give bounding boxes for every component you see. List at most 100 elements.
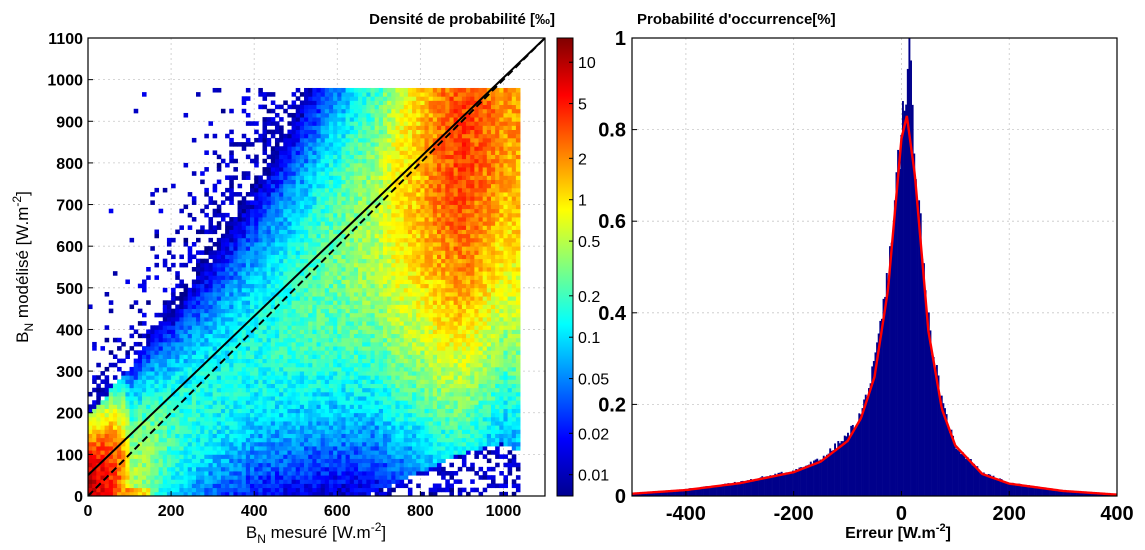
heatmap-cell — [220, 441, 226, 447]
heatmap-cell — [366, 146, 371, 151]
heatmap-cell — [142, 471, 147, 476]
heatmap-cell — [262, 462, 268, 468]
heatmap-cell — [283, 371, 288, 376]
heatmap-cell — [233, 375, 238, 380]
heatmap-cell — [366, 391, 371, 397]
heatmap-cell — [112, 400, 118, 405]
heatmap-cell — [270, 354, 276, 359]
heatmap-cell — [220, 333, 226, 339]
heatmap-cell — [137, 358, 143, 364]
heatmap-cell — [196, 475, 201, 480]
heatmap-cell — [216, 325, 222, 330]
heatmap-cell — [341, 471, 346, 476]
heatmap-cell — [333, 375, 338, 380]
heatmap-cell — [274, 475, 280, 480]
heatmap-cell — [299, 296, 305, 301]
heatmap-cell — [191, 366, 197, 372]
heatmap-cell — [125, 450, 130, 455]
heatmap-cell — [229, 233, 234, 239]
heatmap-cell — [237, 416, 243, 422]
heatmap-cell — [291, 204, 297, 210]
heatmap-cell — [162, 366, 168, 372]
heatmap-cell — [233, 304, 238, 310]
heatmap-cell — [358, 433, 363, 439]
heatmap-cell — [349, 100, 355, 106]
heatmap-cell — [295, 421, 301, 426]
heatmap-cell — [320, 387, 326, 393]
heatmap-cell — [191, 396, 197, 401]
heatmap-cell — [304, 383, 309, 389]
heatmap-cell — [266, 329, 272, 335]
heatmap-cell — [146, 379, 151, 384]
heatmap-cell — [358, 304, 363, 310]
heatmap-cell — [241, 425, 247, 430]
heatmap-cell — [142, 441, 147, 447]
heatmap-cell — [175, 433, 180, 439]
heatmap-cell — [328, 471, 334, 476]
heatmap-cell — [229, 446, 234, 451]
heatmap-cell — [308, 258, 313, 264]
heatmap-cell — [279, 450, 284, 455]
heatmap-cell — [112, 471, 118, 476]
heatmap-cell — [320, 366, 326, 372]
heatmap-cell — [212, 337, 218, 343]
heatmap-cell — [129, 366, 135, 372]
heatmap-cell — [337, 225, 342, 230]
heatmap-cell — [320, 112, 326, 118]
heatmap-cell — [320, 354, 326, 359]
heatmap-cell — [250, 279, 255, 285]
heatmap-cell — [366, 171, 371, 176]
heatmap-cell — [254, 400, 259, 405]
heatmap-cell — [216, 433, 222, 439]
heatmap-cell — [250, 483, 255, 489]
heatmap-cell — [312, 396, 317, 401]
heatmap-cell — [112, 396, 118, 401]
heatmap-cell — [171, 450, 176, 455]
heatmap-cell — [274, 250, 280, 255]
heatmap-cell — [287, 179, 292, 185]
heatmap-cell — [96, 421, 101, 426]
heatmap-cell — [125, 408, 130, 414]
heatmap-cell — [150, 458, 155, 464]
heatmap-cell — [312, 262, 317, 268]
heatmap-cell — [200, 471, 205, 476]
heatmap-cell — [345, 362, 351, 368]
heatmap-cell — [333, 462, 338, 468]
heatmap-cell — [108, 300, 114, 305]
heatmap-cell — [345, 400, 351, 405]
heatmap-cell — [233, 491, 238, 496]
heatmap-cell — [204, 187, 209, 193]
heatmap-cell — [316, 412, 322, 418]
heatmap-cell — [287, 416, 292, 422]
heatmap-cell — [279, 321, 284, 326]
heatmap-cell — [204, 483, 209, 489]
heatmap-cell — [196, 487, 201, 493]
heatmap-cell — [162, 329, 168, 335]
heatmap-cell — [175, 429, 180, 434]
heatmap-cell — [216, 391, 222, 397]
heatmap-cell — [241, 404, 247, 409]
heatmap-cell — [171, 341, 176, 347]
heatmap-cell — [274, 379, 280, 384]
heatmap-cell — [353, 221, 359, 226]
heatmap-cell — [171, 487, 176, 493]
heatmap-cell — [266, 437, 272, 443]
heatmap-cell — [295, 250, 301, 255]
heatmap-cell — [320, 321, 326, 326]
heatmap-cell — [370, 179, 376, 185]
heatmap-cell — [349, 92, 355, 97]
heatmap-cell — [312, 96, 317, 101]
heatmap-cell — [237, 487, 243, 493]
heatmap-cell — [262, 137, 268, 143]
heatmap-cell — [125, 371, 130, 376]
heatmap-cell — [254, 267, 259, 272]
heatmap-cell — [308, 316, 313, 322]
heatmap-cell — [162, 487, 168, 493]
heatmap-cell — [121, 408, 126, 414]
heatmap-cell — [295, 429, 301, 434]
heatmap-cell — [142, 366, 147, 372]
heatmap-cell — [353, 475, 359, 480]
heatmap-cell — [333, 379, 338, 384]
heatmap-cell — [191, 483, 197, 489]
heatmap-cell — [92, 475, 97, 480]
